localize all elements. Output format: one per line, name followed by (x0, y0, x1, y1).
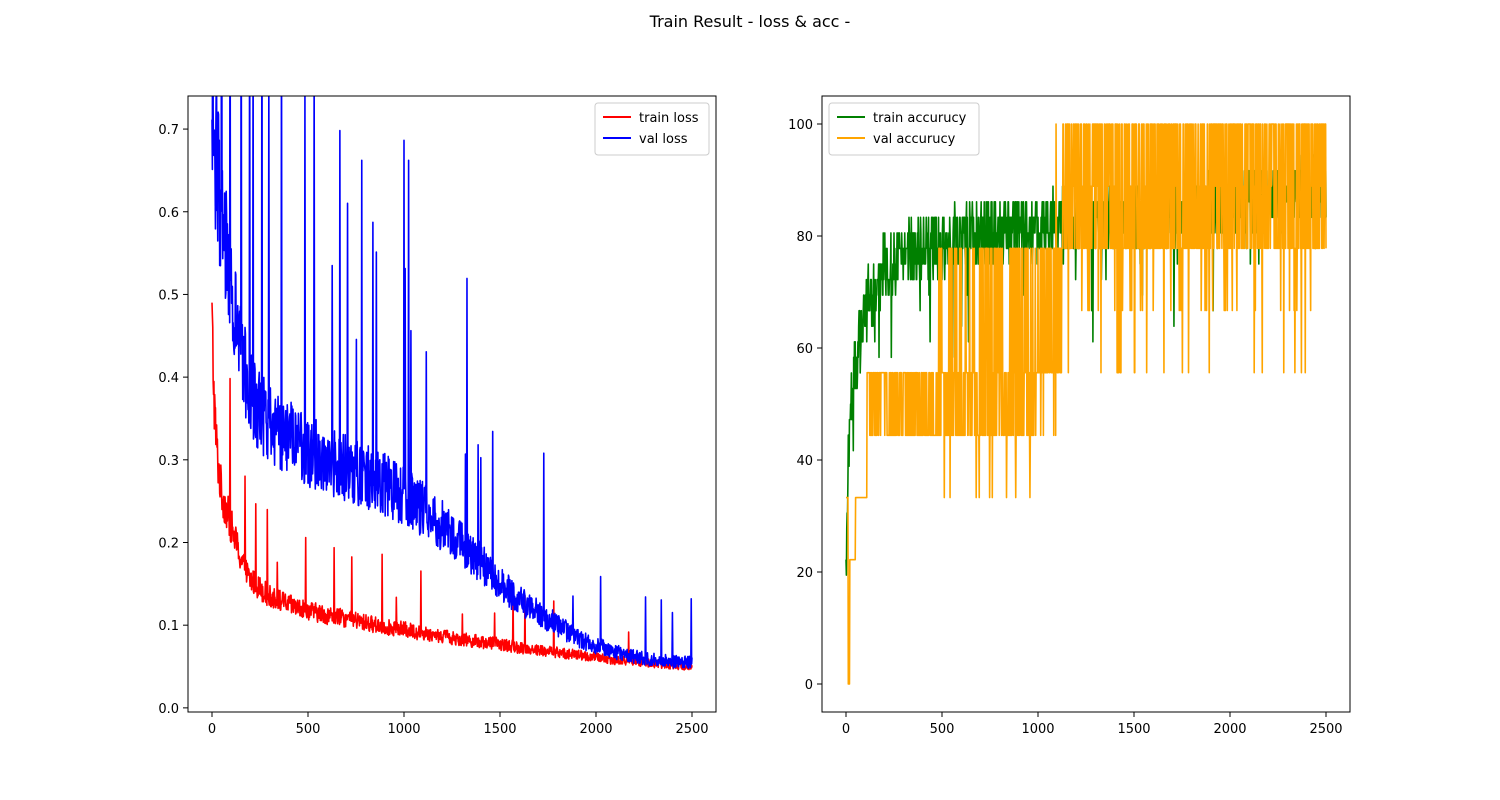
y-tick-label: 0.1 (158, 619, 179, 634)
legend-label: train accurucy (873, 111, 967, 126)
x-tick-label: 0 (842, 722, 850, 737)
y-tick-label: 0.3 (158, 454, 179, 469)
series-group (845, 123, 1327, 685)
y-tick-label: 20 (796, 566, 813, 581)
x-tick-label: 1000 (387, 722, 420, 737)
chart-2: 0 500 1000 1500 2000 2500 0 20 40 60 80 100 train ac… (788, 95, 1351, 737)
y-tick-label: 0.0 (158, 702, 179, 717)
legend-label: train loss (639, 111, 699, 126)
x-tick-label: 2500 (1309, 722, 1342, 737)
series-line-val-accurucy (845, 123, 1327, 685)
y-tick-label: 0.2 (158, 536, 179, 551)
y-tick-label: 0 (805, 678, 813, 693)
axes-frame (821, 95, 1351, 713)
y-tick-label: 60 (796, 342, 813, 357)
legend: train accurucy val accurucy (828, 102, 980, 156)
y-tick-label: 0.6 (158, 206, 179, 221)
y-tick-label: 0.4 (158, 371, 179, 386)
series-group (211, 96, 693, 671)
figure-title: Train Result - loss & acc - (649, 12, 851, 31)
x-tick-label: 2000 (1213, 722, 1246, 737)
series-line-val-loss (211, 96, 693, 670)
x-tick-label: 500 (930, 722, 955, 737)
x-tick-label: 0 (208, 722, 216, 737)
legend-label: val loss (639, 132, 688, 147)
legend-box (828, 102, 980, 156)
x-tick-label: 2000 (579, 722, 612, 737)
x-tick-label: 2500 (675, 722, 708, 737)
y-tick-label: 80 (796, 230, 813, 245)
legend: train loss val loss (594, 102, 710, 156)
legend-label: val accurucy (873, 132, 956, 147)
axes-frame (187, 95, 717, 713)
y-tick-label: 40 (796, 454, 813, 469)
x-tick-label: 500 (296, 722, 321, 737)
y-tick-label: 0.5 (158, 288, 179, 303)
y-tick-label: 0.7 (158, 123, 179, 138)
chart-1: 0 500 1000 1500 2000 2500 0.0 0.1 0.2 0.3 0.4 0.5 0.… (158, 95, 717, 737)
y-tick-label: 100 (788, 118, 813, 133)
x-tick-label: 1500 (1117, 722, 1150, 737)
x-tick-label: 1000 (1021, 722, 1054, 737)
x-tick-label: 1500 (483, 722, 516, 737)
series-line-train-loss (211, 302, 693, 671)
